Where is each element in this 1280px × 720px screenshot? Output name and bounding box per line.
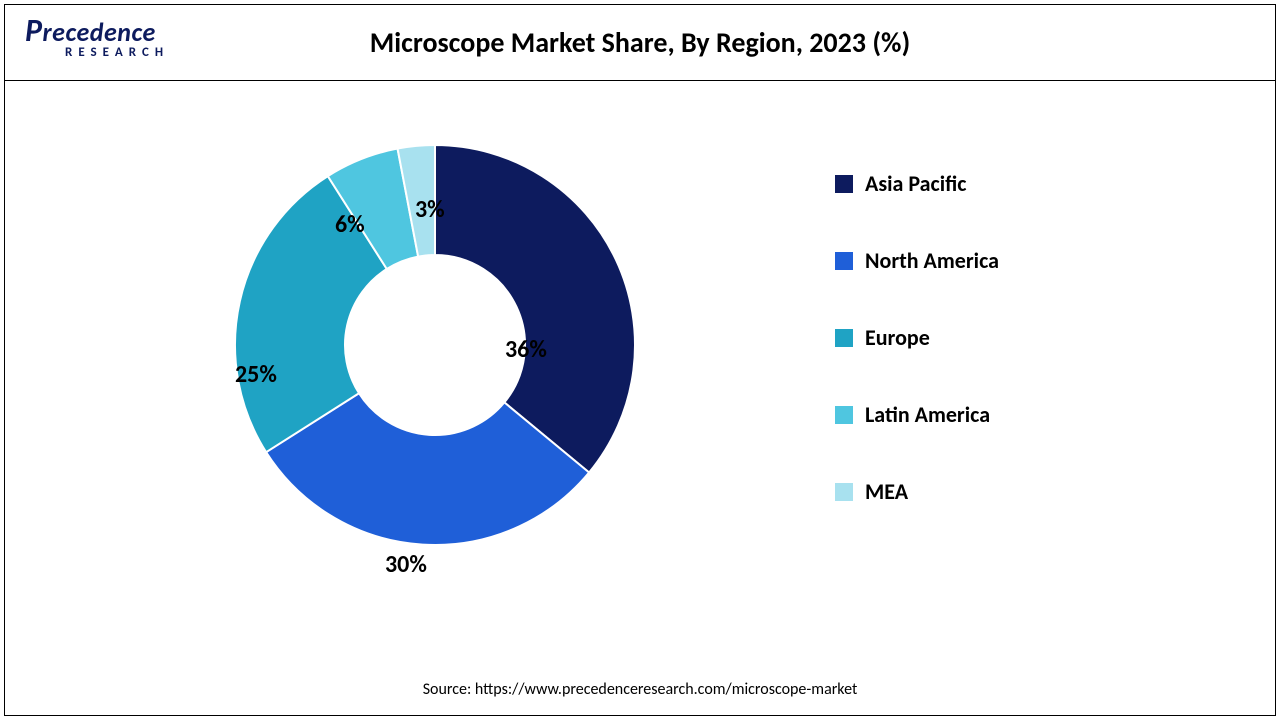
legend-item-2: Europe <box>835 324 999 351</box>
legend-marker-3 <box>835 406 853 424</box>
source-citation: Source: https://www.precedenceresearch.c… <box>5 680 1275 699</box>
legend-label-4: MEA <box>865 478 908 505</box>
logo-text: Precedence <box>25 15 156 47</box>
brand-logo: Precedence RESEARCH <box>25 15 169 60</box>
slice-label-0: 36% <box>505 335 547 364</box>
chart-title: Microscope Market Share, By Region, 2023… <box>5 25 1275 60</box>
legend-item-4: MEA <box>835 478 999 505</box>
chart-area: 36% 30% 25% 6% 3% Asia Pacific North America E… <box>5 105 1275 665</box>
legend-marker-1 <box>835 252 853 270</box>
legend-item-3: Latin America <box>835 401 999 428</box>
header-bar: Precedence RESEARCH Microscope Market Sh… <box>5 5 1275 81</box>
logo-main-rest: recedence <box>43 16 156 48</box>
donut-hole <box>345 255 525 435</box>
legend-marker-2 <box>835 329 853 347</box>
legend-item-1: North America <box>835 247 999 274</box>
legend-label-2: Europe <box>865 324 930 351</box>
legend-label-1: North America <box>865 247 999 274</box>
chart-legend: Asia Pacific North America Europe Latin Ame… <box>835 170 999 505</box>
slice-label-4: 3% <box>415 195 445 224</box>
legend-label-0: Asia Pacific <box>865 170 967 197</box>
slice-label-3: 6% <box>335 210 365 239</box>
logo-subtext: RESEARCH <box>65 45 169 60</box>
legend-marker-4 <box>835 483 853 501</box>
slice-label-1: 30% <box>385 550 427 579</box>
legend-label-3: Latin America <box>865 401 990 428</box>
legend-item-0: Asia Pacific <box>835 170 999 197</box>
legend-marker-0 <box>835 175 853 193</box>
slice-label-2: 25% <box>235 360 277 389</box>
chart-frame: Precedence RESEARCH Microscope Market Sh… <box>4 4 1276 716</box>
